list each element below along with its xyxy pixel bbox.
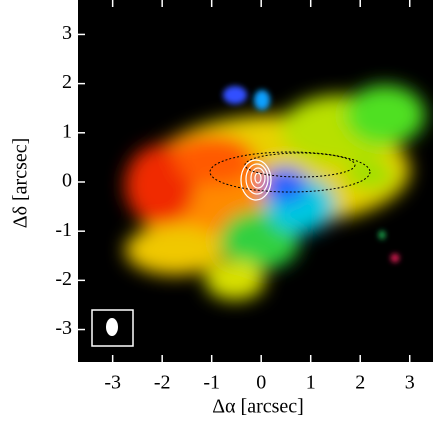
- x-tick-label: -3: [104, 372, 121, 394]
- x-tick-label: 3: [405, 372, 415, 394]
- x-axis-label: Δα [arcsec]: [212, 396, 304, 418]
- y-tick-label: 1: [62, 120, 72, 142]
- y-tick-label: -1: [55, 219, 72, 241]
- x-tick-label: 1: [306, 372, 316, 394]
- y-tick-label: 3: [62, 22, 72, 44]
- beam: [106, 318, 118, 336]
- x-tick-label: -2: [154, 372, 171, 394]
- x-tick-label: -1: [203, 372, 220, 394]
- y-axis-label: Δδ [arcsec]: [10, 138, 32, 229]
- y-tick-label: 0: [62, 170, 72, 192]
- y-tick-label: -3: [55, 317, 72, 339]
- y-tick-label: -2: [55, 268, 72, 290]
- x-tick-label: 0: [256, 372, 266, 394]
- y-tick-label: 2: [62, 71, 72, 93]
- velocity-map: [125, 85, 425, 300]
- x-tick-label: 2: [355, 372, 365, 394]
